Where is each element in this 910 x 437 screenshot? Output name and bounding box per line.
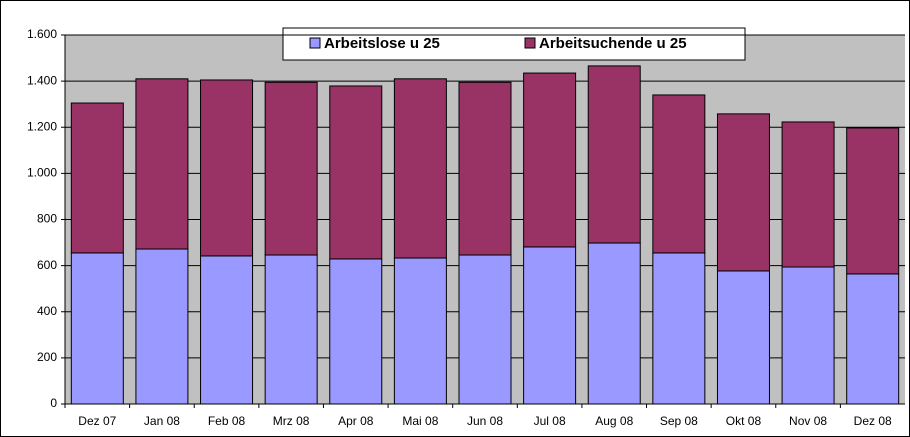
x-tick-label: Nov 08 — [789, 414, 827, 428]
bar-segment — [70, 102, 124, 254]
bar-segment — [329, 85, 383, 260]
bar-segment — [200, 255, 254, 405]
legend-swatch — [524, 37, 536, 49]
bar-segment — [135, 78, 189, 250]
legend-label: Arbeitsuchende u 25 — [539, 35, 687, 52]
y-tick-label: 1.200 — [27, 119, 57, 133]
bar-segment — [135, 248, 189, 405]
bar-segment — [458, 254, 512, 405]
bar-segment — [264, 81, 318, 256]
x-tick-label: Dez 08 — [854, 414, 892, 428]
y-tick-label: 1.600 — [27, 27, 57, 41]
x-tick-label: Okt 08 — [726, 414, 762, 428]
bar-segment — [523, 72, 577, 248]
y-tick-label: 200 — [37, 350, 57, 364]
bar-segment — [200, 79, 254, 257]
bar-segment — [781, 121, 835, 268]
bar-segment — [393, 257, 447, 405]
bar-segment — [587, 65, 641, 244]
x-tick-label: Jun 08 — [467, 414, 503, 428]
legend: Arbeitslose u 25 Arbeitsuchende u 25 — [282, 27, 746, 61]
bar-segment — [587, 242, 641, 405]
bar-segment — [781, 266, 835, 405]
bar-segment — [264, 254, 318, 405]
y-tick-label: 1.400 — [27, 73, 57, 87]
x-tick-label: Apr 08 — [338, 414, 374, 428]
bar-segment — [523, 246, 577, 405]
x-tick-label: Mrz 08 — [273, 414, 310, 428]
x-tick-label: Mai 08 — [402, 414, 438, 428]
legend-box — [282, 27, 746, 61]
legend-swatch — [309, 37, 321, 49]
x-tick-label: Jul 08 — [534, 414, 566, 428]
bar-segment — [70, 252, 124, 405]
bar-segment — [716, 113, 770, 272]
y-tick-label: 0 — [50, 396, 57, 410]
x-tick-label: Jan 08 — [144, 414, 180, 428]
bar-segment — [652, 94, 706, 254]
bar-segment — [846, 273, 900, 405]
y-tick-label: 1.000 — [27, 166, 57, 180]
x-tick-label: Feb 08 — [208, 414, 246, 428]
x-tick-label: Aug 08 — [595, 414, 633, 428]
y-tick-label: 800 — [37, 212, 57, 226]
bar-segment — [393, 78, 447, 259]
y-tick-label: 600 — [37, 258, 57, 272]
legend-label: Arbeitslose u 25 — [324, 35, 440, 52]
bar-segment — [652, 252, 706, 405]
bar-segment — [329, 258, 383, 405]
bar-segment — [716, 270, 770, 405]
y-tick-label: 400 — [37, 304, 57, 318]
bar-segment — [458, 81, 512, 256]
bar-segment — [846, 127, 900, 275]
x-tick-label: Dez 07 — [78, 414, 116, 428]
x-tick-label: Sep 08 — [660, 414, 698, 428]
